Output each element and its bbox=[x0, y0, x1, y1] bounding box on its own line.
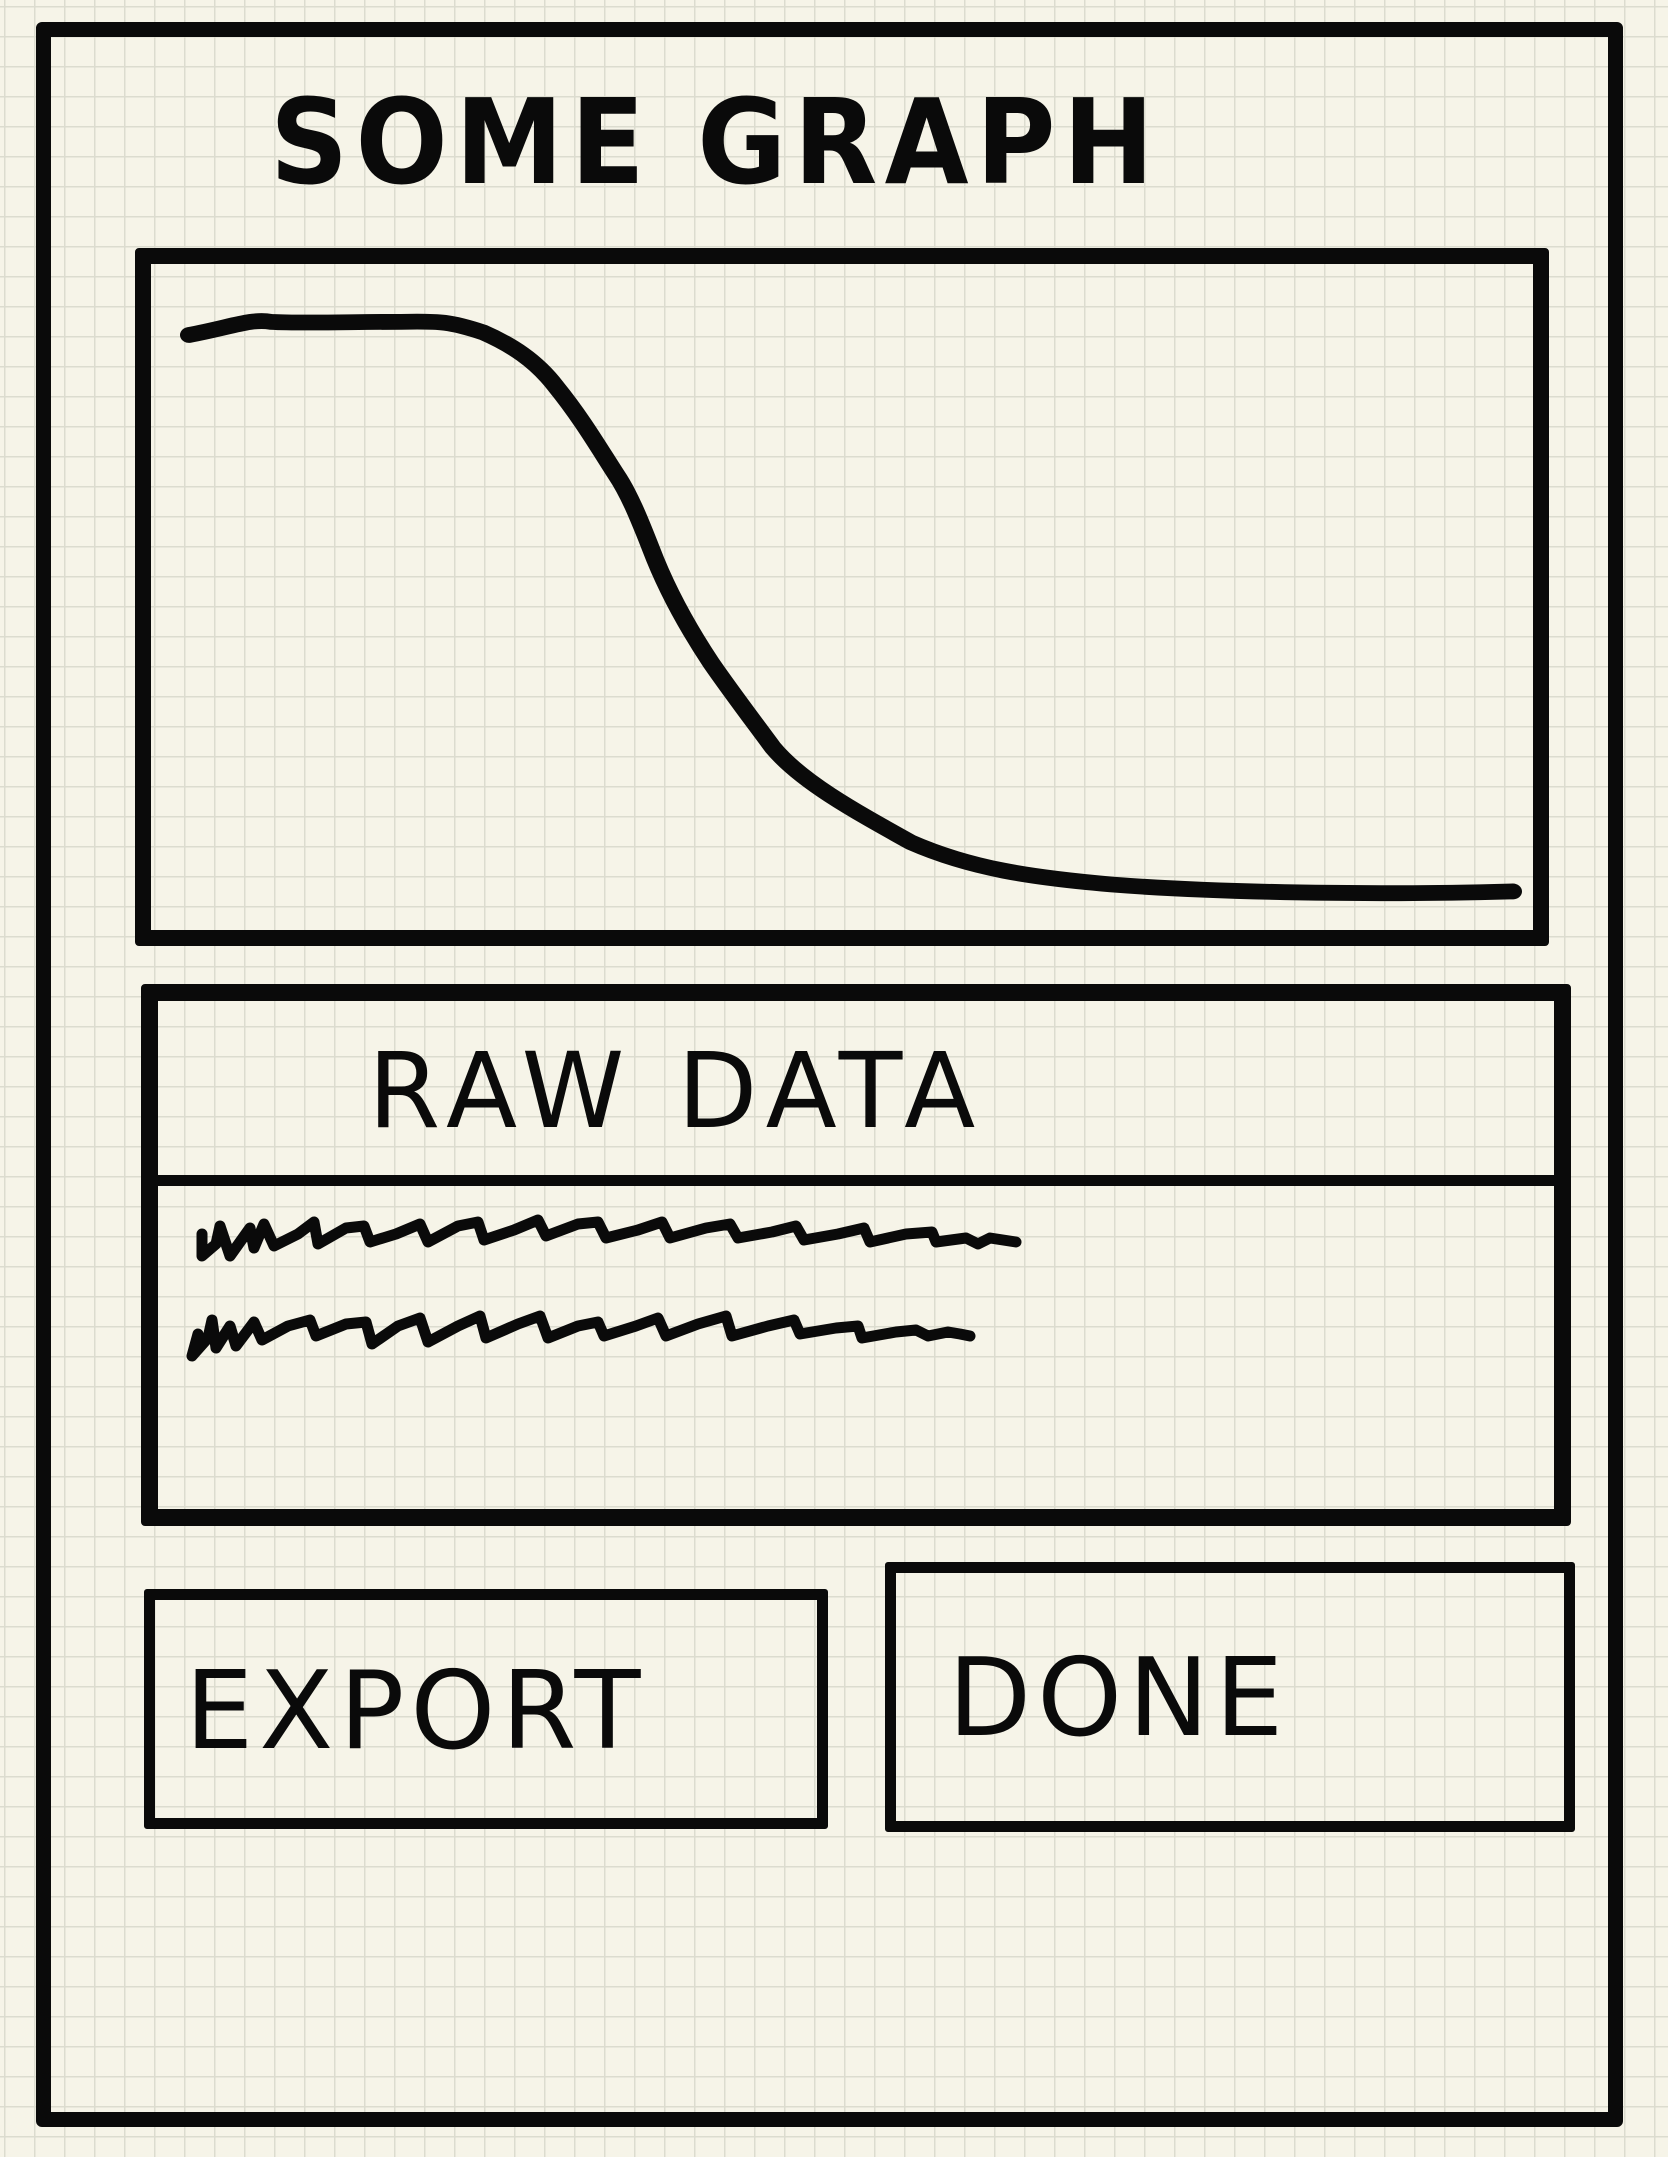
page-title: SOME GRAPH bbox=[270, 73, 1162, 211]
done-button-label: DONE bbox=[948, 1636, 1290, 1761]
export-button-label: EXPORT bbox=[185, 1649, 647, 1774]
app-frame bbox=[36, 22, 1623, 2127]
graph-line bbox=[180, 313, 1522, 902]
raw-data-header: RAW DATA bbox=[158, 1001, 1554, 1186]
export-button[interactable]: EXPORT bbox=[144, 1589, 828, 1829]
done-button[interactable]: DONE bbox=[885, 1562, 1575, 1832]
raw-data-title: RAW DATA bbox=[368, 1030, 986, 1152]
graph-panel bbox=[135, 248, 1549, 946]
scribble-line-1 bbox=[196, 1214, 1022, 1262]
raw-data-scribbles bbox=[186, 1214, 1022, 1362]
graph-chart bbox=[180, 313, 1522, 902]
scribble-line-2 bbox=[186, 1310, 976, 1362]
raw-data-panel: RAW DATA bbox=[141, 984, 1571, 1526]
